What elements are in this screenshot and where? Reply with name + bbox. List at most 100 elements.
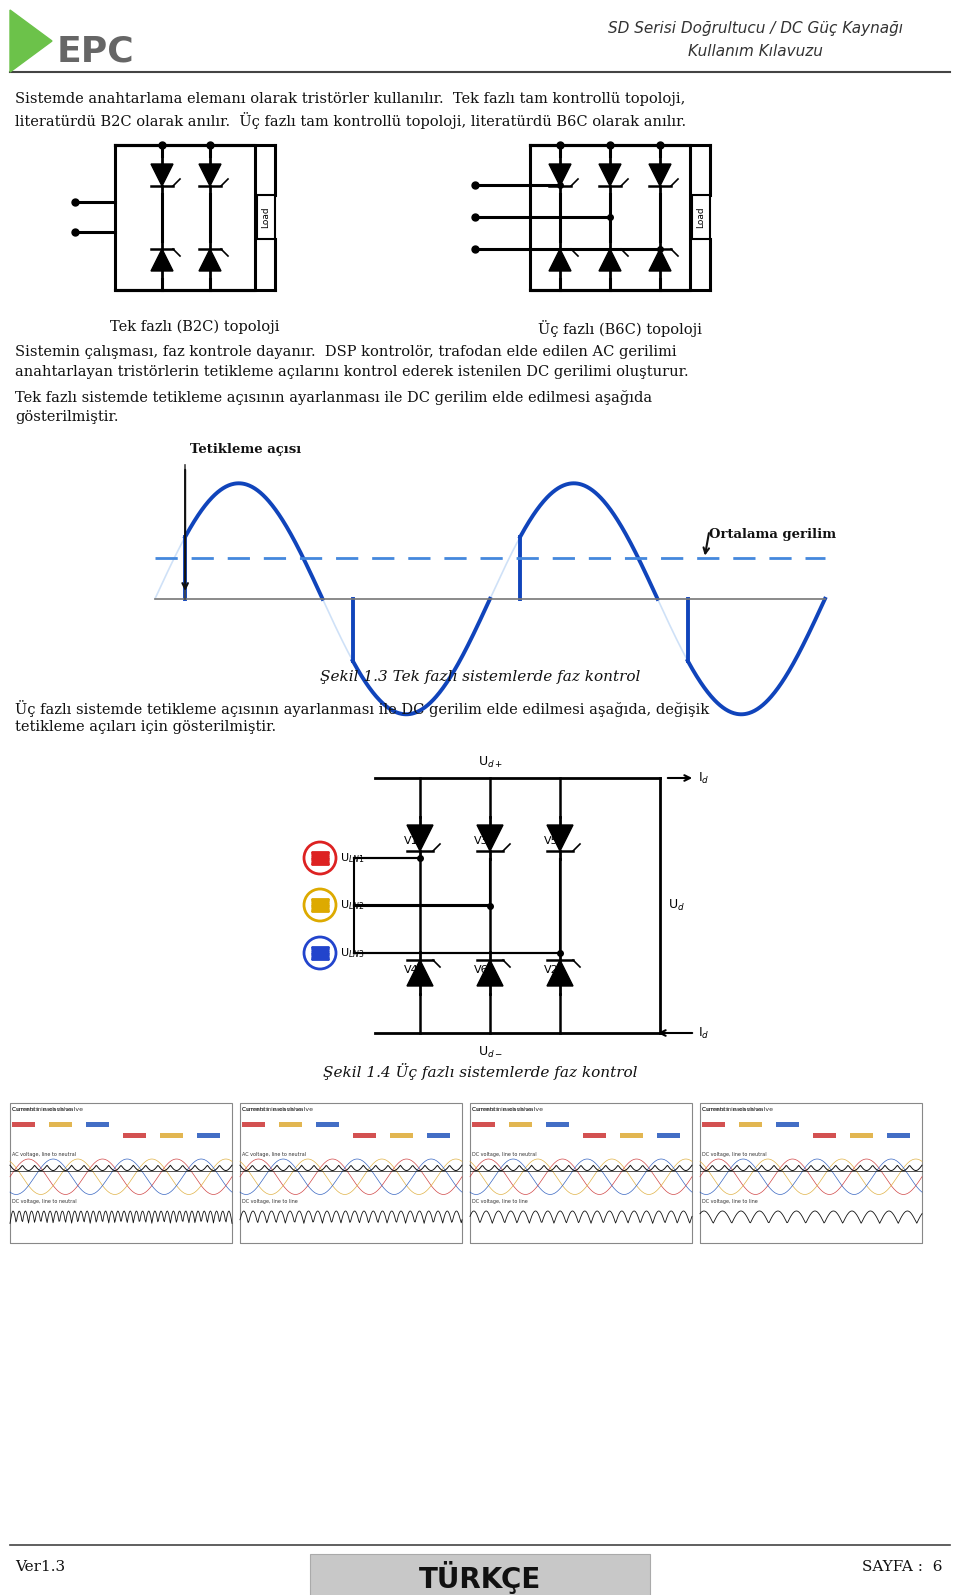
Text: TÜRKÇE: TÜRKÇE [419,1562,541,1595]
Text: Şekil 1.4 Üç fazlı sistemlerde faz kontrol: Şekil 1.4 Üç fazlı sistemlerde faz kontr… [323,1062,637,1080]
Text: SD Serisi Doğrultucu / DC Güç Kaynağı: SD Serisi Doğrultucu / DC Güç Kaynağı [608,21,902,35]
Text: V6: V6 [474,965,489,975]
Text: tetikleme açıları için gösterilmiştir.: tetikleme açıları için gösterilmiştir. [15,719,276,734]
Bar [813,1132,835,1139]
Polygon shape [477,960,503,986]
Text: U$_d$: U$_d$ [668,898,684,912]
Bar [391,1132,413,1139]
Polygon shape [151,249,173,271]
Text: Şekil 1.3 Tek fazlı sistemlerde faz kontrol: Şekil 1.3 Tek fazlı sistemlerde faz kont… [320,670,640,684]
Text: Sistemin çalışması, faz kontrole dayanır.  DSP kontrolör, trafodan elde edilen A: Sistemin çalışması, faz kontrole dayanır… [15,345,677,359]
Text: DC voltage, line to line: DC voltage, line to line [702,1199,757,1204]
Text: Currents in each valve: Currents in each valve [472,1107,543,1112]
Polygon shape [649,249,671,271]
Bar [86,1123,108,1128]
Text: Currents in each valve: Currents in each valve [242,1107,313,1112]
Text: DC voltage, line to line: DC voltage, line to line [242,1199,298,1204]
Text: Tek fazlı sistemde tetikleme açısının ayarlanması ile DC gerilim elde edilmesi a: Tek fazlı sistemde tetikleme açısının ay… [15,391,652,405]
Polygon shape [549,249,571,271]
Bar [777,1123,799,1128]
Text: V2: V2 [544,965,559,975]
Text: V4: V4 [404,965,419,975]
Bar [739,1123,761,1128]
Polygon shape [477,825,503,852]
Polygon shape [407,960,433,986]
Polygon shape [151,164,173,187]
Bar [10,1104,232,1243]
Bar [658,1132,680,1139]
Bar [310,1554,650,1595]
Bar [353,1132,375,1139]
Text: U$_{d-}$: U$_{d-}$ [477,1045,502,1061]
Text: Currents in each valve: Currents in each valve [702,1107,761,1112]
Text: U$_{d+}$: U$_{d+}$ [477,754,502,770]
Bar [510,1123,532,1128]
Polygon shape [199,164,221,187]
Text: SAYFA :  6: SAYFA : 6 [861,1560,942,1574]
Bar [692,195,710,239]
Text: Currents in each valve: Currents in each valve [472,1107,532,1112]
Polygon shape [10,10,52,72]
Text: I$_d$: I$_d$ [698,1026,709,1040]
Bar [123,1132,146,1139]
Text: DC voltage, line to neutral: DC voltage, line to neutral [12,1199,77,1204]
Text: Üç fazlı (B6C) topoloji: Üç fazlı (B6C) topoloji [538,321,702,337]
Bar [472,1123,494,1128]
Bar [887,1132,909,1139]
Bar [279,1123,301,1128]
Bar [49,1123,72,1128]
Polygon shape [547,825,573,852]
Text: Load: Load [697,206,706,228]
Text: Currents in each valve: Currents in each valve [242,1107,301,1112]
Text: V1: V1 [404,836,419,845]
Bar [851,1132,873,1139]
Text: DC voltage, line to neutral: DC voltage, line to neutral [702,1152,767,1156]
Text: I$_d$: I$_d$ [698,770,709,786]
Bar [620,1132,642,1139]
Text: Load: Load [261,206,271,228]
Text: V5: V5 [544,836,559,845]
Polygon shape [649,164,671,187]
Circle shape [304,842,336,874]
Text: V3: V3 [474,836,489,845]
Text: Currents in each valve: Currents in each valve [12,1107,71,1112]
Text: AC voltage, line to neutral: AC voltage, line to neutral [12,1152,76,1156]
Bar [242,1123,265,1128]
Bar [257,195,275,239]
Text: Kullanım Kılavuzu: Kullanım Kılavuzu [687,45,823,59]
Text: EPC: EPC [57,35,134,69]
Bar [584,1132,606,1139]
Bar [240,1104,462,1243]
Text: Ortalama gerilim: Ortalama gerilim [709,528,836,541]
Text: U$_{LN2}$: U$_{LN2}$ [340,898,365,912]
Polygon shape [407,825,433,852]
Bar [546,1123,568,1128]
Polygon shape [599,164,621,187]
Text: Üç fazlı sistemde tetikleme açısının ayarlanması ile DC gerilim elde edilmesi aş: Üç fazlı sistemde tetikleme açısının aya… [15,700,709,718]
Text: anahtarlayan tristörlerin tetikleme açılarını kontrol ederek istenilen DC gerili: anahtarlayan tristörlerin tetikleme açıl… [15,365,688,380]
Bar [470,1104,692,1243]
Bar [703,1123,725,1128]
Bar [317,1123,339,1128]
Text: gösterilmiştir.: gösterilmiştir. [15,410,118,424]
Polygon shape [547,960,573,986]
Bar [12,1123,35,1128]
Bar [160,1132,182,1139]
Text: Tetikleme açısı: Tetikleme açısı [190,443,301,456]
Text: U$_{LN3}$: U$_{LN3}$ [340,946,365,960]
Bar [198,1132,220,1139]
Text: U$_{LN1}$: U$_{LN1}$ [340,852,365,864]
Polygon shape [549,164,571,187]
Text: Currents in each valve: Currents in each valve [12,1107,83,1112]
Circle shape [304,936,336,970]
Text: Tek fazlı (B2C) topoloji: Tek fazlı (B2C) topoloji [110,321,279,335]
Bar [427,1132,449,1139]
Text: DC voltage, line to neutral: DC voltage, line to neutral [472,1152,537,1156]
Polygon shape [199,249,221,271]
Text: AC voltage, line to neutral: AC voltage, line to neutral [242,1152,306,1156]
Text: Currents in each valve: Currents in each valve [702,1107,773,1112]
Bar [700,1104,922,1243]
Text: literatürdü B2C olarak anılır.  Üç fazlı tam kontrollü topoloji, literatürdü B6C: literatürdü B2C olarak anılır. Üç fazlı … [15,112,686,129]
Polygon shape [599,249,621,271]
Text: DC voltage, line to line: DC voltage, line to line [472,1199,528,1204]
